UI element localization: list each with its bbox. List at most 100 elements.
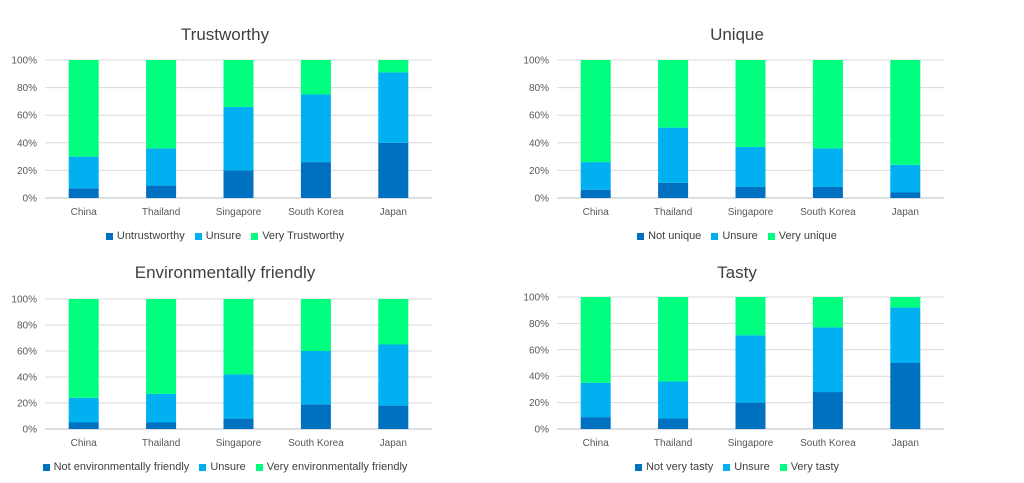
bar-segment [300,404,331,429]
chart-legend: Not very tasty Unsure Very tasty [512,461,962,473]
legend-swatch [711,232,719,240]
bar-segment [580,60,611,163]
legend-swatch [251,232,259,240]
bar-segment [735,402,766,429]
legend-label: Very environmentally friendly [266,461,408,473]
legend-item: Very environmentally friendly [255,461,408,473]
chart-legend: Untrustworthy Unsure Very Trustworthy [0,230,450,242]
y-tick-label: 80% [529,83,549,94]
legend-label: Not very tasty [645,461,714,473]
bar-segment [890,363,921,429]
legend-swatch [199,463,207,471]
x-tick-label: Thailand [142,207,180,218]
bar-segment [300,351,331,405]
x-tick-label: Singapore [728,207,774,218]
legend-label: Unsure [722,230,758,242]
bar-segment [68,397,99,423]
y-tick-label: 40% [529,372,549,383]
bar-segment [68,422,99,429]
x-tick-label: Japan [380,438,407,449]
chart-panel-tasty: Tasty 0% 20% 40% 60% 80% 100% China Thailand Sin… [512,255,962,483]
bar-segment [890,192,921,198]
bar-segment [658,60,689,128]
legend-label: Unsure [205,230,242,242]
x-tick-label: Thailand [142,438,180,449]
x-tick-label: South Korea [800,438,856,449]
y-tick-label: 40% [529,138,549,149]
bar-segment [378,405,409,429]
legend-item: Not unique [637,230,701,242]
x-tick-label: Thailand [654,207,692,218]
bar-segment [890,307,921,363]
y-tick-label: 60% [17,347,37,358]
bar-segment [735,146,766,187]
y-tick-label: 0% [535,425,550,436]
x-tick-label: Japan [380,207,407,218]
bar-segment [223,170,254,198]
bar-segment [146,422,177,429]
bar-segment [223,106,254,171]
y-tick-label: 80% [17,83,37,94]
y-tick-label: 100% [523,56,549,67]
bar-segment [890,164,921,193]
legend-item: Unsure [711,230,758,242]
legend-item: Very unique [767,230,837,242]
x-tick-label: Thailand [654,438,692,449]
bar-segment [735,297,766,336]
x-tick-label: South Korea [288,207,344,218]
bar-segment [146,60,177,149]
bar-segment [735,186,766,198]
bar-segment [812,392,843,429]
y-tick-label: 80% [17,321,37,332]
bar-segment [658,127,689,183]
chart-panel-environmentally-friendly: Environmentally friendly 0% 20% 40% 60% 80% 1… [0,255,450,483]
y-tick-label: 20% [529,166,549,177]
bar-segment [812,186,843,198]
chart-legend: Not environmentally friendly Unsure Very e… [0,461,450,473]
legend-item: Not environmentally friendly [42,461,189,473]
bar-segment [68,60,99,157]
legend-item: Not very tasty [634,461,714,473]
bar-segment [378,344,409,406]
bar-segment [812,297,843,328]
bar-segment [580,382,611,418]
y-tick-label: 80% [529,319,549,330]
y-tick-label: 40% [17,373,37,384]
chart-plot-trustworthy: 0% 20% 40% 60% 80% 100% China Thailand Singapore… [11,56,432,218]
bar-segment [580,162,611,190]
x-tick-label: Singapore [216,438,262,449]
chart-title: Environmentally friendly [134,263,316,282]
y-tick-label: 20% [529,398,549,409]
y-tick-label: 100% [11,56,37,67]
legend-swatch [637,232,645,240]
chart-panel-unique: Unique 0% 20% 40% 60% 80% 100% China Thailand Si… [512,0,962,250]
chart-panel-trustworthy: Trustworthy 0% 20% 40% 60% 80% 100% China Thail… [0,0,450,250]
bar-segment [580,297,611,383]
bar-segment [68,156,99,189]
x-tick-label: China [71,438,98,449]
y-tick-label: 100% [523,293,549,304]
bar-segment [735,335,766,403]
legend-item: Very tasty [779,461,839,473]
bar-segment [68,299,99,398]
legend-swatch [194,232,202,240]
legend-item: Very Trustworthy [251,230,344,242]
legend-label: Very tasty [790,461,839,473]
y-tick-label: 20% [17,399,37,410]
bar-segment [223,374,254,419]
bar-segment [223,299,254,375]
y-tick-label: 40% [17,138,37,149]
legend-item: Unsure [723,461,770,473]
bar-segment [658,297,689,382]
legend-swatch [779,463,787,471]
bar-segment [658,381,689,419]
bar-segment [378,60,409,73]
chart-title: Tasty [717,263,757,282]
bar-segment [300,60,331,95]
legend-label: Unsure [210,461,246,473]
bar-segment [300,162,331,198]
legend-swatch [105,232,113,240]
legend-item: Unsure [199,461,246,473]
y-tick-label: 100% [11,295,37,306]
bar-segment [223,60,254,107]
